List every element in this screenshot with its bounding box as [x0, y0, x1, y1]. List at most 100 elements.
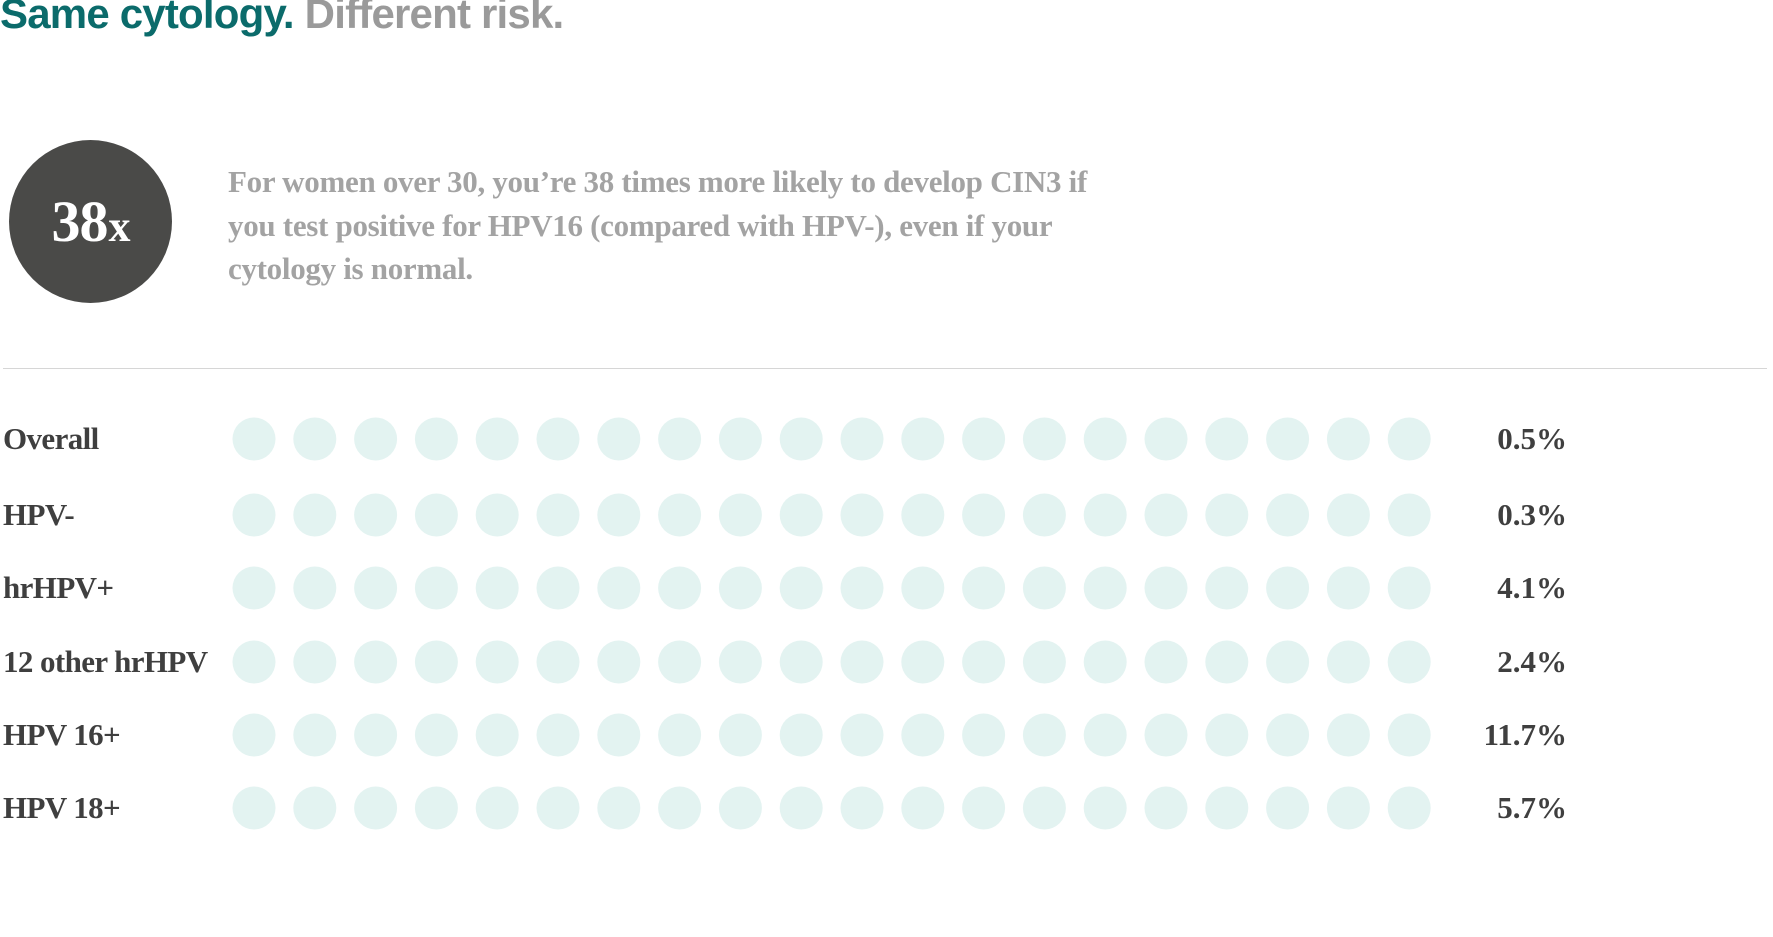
- risk-dot: [1205, 566, 1249, 610]
- row-label: 12 other hrHPV: [3, 644, 209, 679]
- multiplier-unit: x: [108, 202, 131, 251]
- risk-dot: [536, 640, 580, 684]
- row-label: HPV 16+: [3, 717, 120, 752]
- risk-dot: [414, 493, 458, 537]
- multiplier-number: 38: [51, 189, 109, 254]
- risk-dot: [1083, 713, 1127, 757]
- risk-dot: [1266, 713, 1310, 757]
- risk-dot: [1083, 417, 1127, 461]
- page-title: Same cytology. Different risk.: [0, 0, 564, 38]
- risk-dot: [779, 566, 823, 610]
- risk-dot: [840, 566, 884, 610]
- risk-dot: [1022, 493, 1066, 537]
- risk-dot: [1022, 713, 1066, 757]
- risk-dot: [354, 640, 398, 684]
- risk-dot: [1022, 786, 1066, 830]
- risk-dot: [1326, 566, 1370, 610]
- risk-dot: [354, 417, 398, 461]
- risk-dot: [536, 713, 580, 757]
- risk-dot: [475, 493, 519, 537]
- risk-dot: [962, 786, 1006, 830]
- risk-dot: [658, 713, 702, 757]
- risk-dot: [962, 417, 1006, 461]
- risk-dot: [1144, 493, 1188, 537]
- risk-dot: [901, 566, 945, 610]
- risk-dot: [1022, 566, 1066, 610]
- risk-dot: [475, 786, 519, 830]
- risk-dot: [293, 786, 337, 830]
- risk-dot: [1387, 493, 1431, 537]
- row-label: Overall: [3, 421, 100, 456]
- row-label: hrHPV+: [3, 570, 114, 605]
- risk-dot: [1083, 493, 1127, 537]
- risk-dot: [779, 417, 823, 461]
- risk-dot: [1326, 713, 1370, 757]
- risk-dot: [779, 713, 823, 757]
- risk-dot: [232, 566, 276, 610]
- risk-dot: [658, 566, 702, 610]
- risk-dot: [414, 786, 458, 830]
- risk-dot: [475, 566, 519, 610]
- row-label: HPV 18+: [3, 790, 120, 825]
- risk-dot: [1266, 786, 1310, 830]
- risk-dot: [1144, 566, 1188, 610]
- risk-dot: [840, 786, 884, 830]
- risk-dot: [1387, 640, 1431, 684]
- risk-dot: [597, 417, 641, 461]
- risk-dot: [597, 713, 641, 757]
- risk-dot: [901, 493, 945, 537]
- risk-dot: [718, 713, 762, 757]
- row-value: 2.4%: [1497, 644, 1567, 679]
- risk-dot: [597, 493, 641, 537]
- risk-dot: [1387, 417, 1431, 461]
- risk-dot: [1144, 786, 1188, 830]
- risk-dot: [597, 566, 641, 610]
- risk-dot: [1205, 713, 1249, 757]
- risk-dot: [840, 493, 884, 537]
- risk-dot: [597, 786, 641, 830]
- row-value: 11.7%: [1483, 717, 1567, 752]
- title-accent: Same cytology.: [0, 0, 295, 37]
- row-value: 0.5%: [1497, 421, 1567, 456]
- risk-dot: [962, 566, 1006, 610]
- risk-dot: [779, 786, 823, 830]
- risk-dot: [232, 640, 276, 684]
- risk-dot: [1266, 640, 1310, 684]
- risk-dot: [232, 417, 276, 461]
- risk-dot: [962, 713, 1006, 757]
- risk-dot: [962, 493, 1006, 537]
- risk-dot: [475, 417, 519, 461]
- risk-dot: [1205, 640, 1249, 684]
- risk-dot: [1326, 640, 1370, 684]
- risk-dot: [1022, 417, 1066, 461]
- risk-dot: [1326, 417, 1370, 461]
- risk-dot: [658, 640, 702, 684]
- risk-dot: [293, 713, 337, 757]
- risk-dot: [901, 640, 945, 684]
- risk-dot: [1083, 640, 1127, 684]
- risk-dot: [293, 493, 337, 537]
- risk-dot: [232, 493, 276, 537]
- risk-dot: [536, 786, 580, 830]
- risk-dot: [1083, 786, 1127, 830]
- row-label: HPV-: [3, 497, 74, 532]
- risk-dot: [1387, 786, 1431, 830]
- risk-dot: [536, 566, 580, 610]
- risk-dot: [1266, 417, 1310, 461]
- risk-dot: [901, 417, 945, 461]
- risk-dot: [1266, 493, 1310, 537]
- risk-dot: [901, 786, 945, 830]
- risk-dot: [293, 566, 337, 610]
- row-value: 0.3%: [1497, 497, 1567, 532]
- risk-dot: [1144, 417, 1188, 461]
- risk-dot: [658, 493, 702, 537]
- risk-dot: [1144, 640, 1188, 684]
- risk-dot: [1022, 640, 1066, 684]
- risk-dot: [718, 566, 762, 610]
- risk-dot: [232, 713, 276, 757]
- risk-dot: [232, 786, 276, 830]
- risk-dot: [1205, 786, 1249, 830]
- risk-dot: [414, 713, 458, 757]
- multiplier-value: 38x: [51, 188, 131, 255]
- risk-dot: [1083, 566, 1127, 610]
